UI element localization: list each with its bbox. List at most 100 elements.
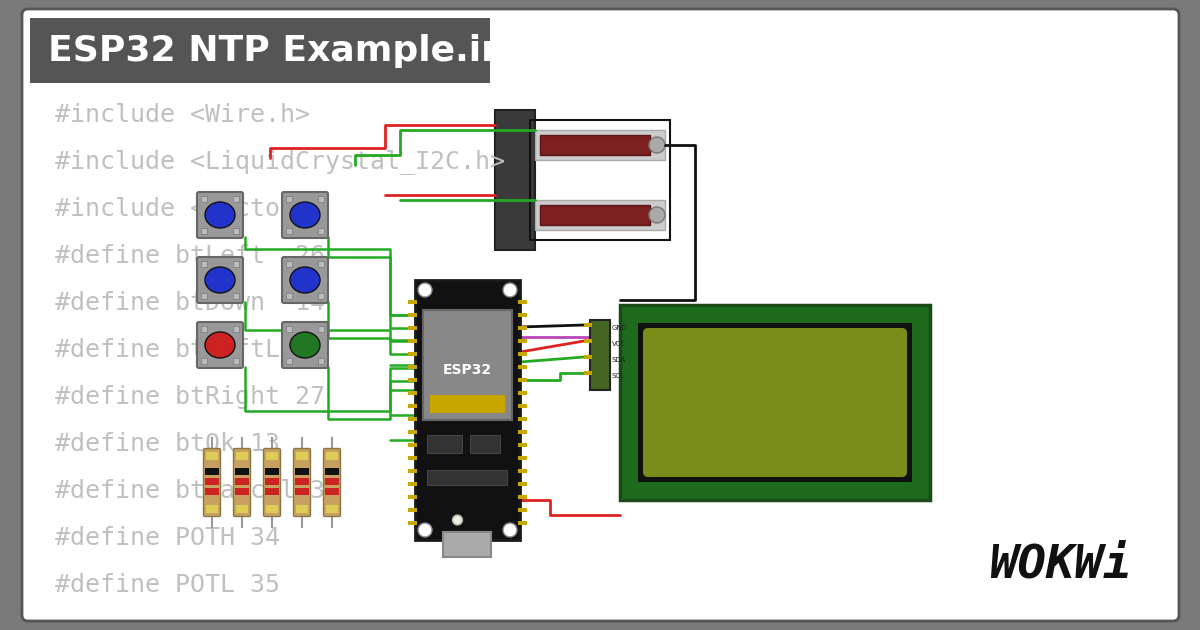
- Bar: [205, 478, 220, 485]
- Bar: [408, 443, 418, 447]
- Circle shape: [452, 515, 462, 525]
- Bar: [202, 293, 208, 299]
- Bar: [427, 435, 462, 453]
- Bar: [443, 532, 491, 557]
- FancyBboxPatch shape: [282, 192, 328, 238]
- Text: #define POTL 35: #define POTL 35: [55, 573, 280, 597]
- Bar: [325, 478, 340, 485]
- Bar: [266, 505, 278, 513]
- Text: VCC: VCC: [612, 341, 626, 347]
- Bar: [236, 452, 248, 460]
- Bar: [584, 371, 592, 375]
- Bar: [535, 200, 665, 230]
- Bar: [265, 488, 278, 495]
- Bar: [235, 488, 250, 495]
- Bar: [318, 261, 324, 267]
- Bar: [286, 196, 292, 202]
- Text: SDA: SDA: [612, 357, 626, 363]
- Bar: [30, 18, 490, 83]
- Circle shape: [649, 207, 665, 223]
- Bar: [205, 468, 220, 475]
- Bar: [408, 391, 418, 395]
- Bar: [408, 326, 418, 330]
- Text: #include <Wire.h>: #include <Wire.h>: [55, 103, 310, 127]
- Circle shape: [503, 523, 517, 537]
- Bar: [584, 355, 592, 359]
- Text: #define btLeft  26: #define btLeft 26: [55, 244, 325, 268]
- Circle shape: [418, 523, 432, 537]
- Bar: [325, 468, 340, 475]
- Text: ESP32: ESP32: [443, 363, 492, 377]
- Bar: [518, 391, 527, 395]
- Bar: [408, 404, 418, 408]
- Bar: [470, 435, 500, 453]
- Bar: [206, 452, 218, 460]
- FancyBboxPatch shape: [294, 449, 311, 517]
- Bar: [265, 468, 278, 475]
- Bar: [235, 468, 250, 475]
- Bar: [424, 310, 512, 420]
- Bar: [408, 313, 418, 317]
- Bar: [408, 456, 418, 460]
- Bar: [518, 443, 527, 447]
- Bar: [415, 280, 520, 540]
- Bar: [518, 508, 527, 512]
- Bar: [286, 293, 292, 299]
- Bar: [518, 326, 527, 330]
- FancyBboxPatch shape: [643, 328, 907, 477]
- Bar: [326, 452, 338, 460]
- FancyBboxPatch shape: [324, 449, 341, 517]
- Bar: [430, 395, 505, 413]
- Ellipse shape: [290, 267, 320, 293]
- Text: ESP32 NTP Example.ino: ESP32 NTP Example.ino: [48, 34, 532, 68]
- Bar: [518, 352, 527, 356]
- Bar: [202, 326, 208, 332]
- Text: #include <vector>: #include <vector>: [55, 197, 310, 221]
- Bar: [325, 488, 340, 495]
- Bar: [540, 205, 650, 225]
- Bar: [518, 417, 527, 421]
- Bar: [318, 358, 324, 364]
- Bar: [518, 482, 527, 486]
- FancyBboxPatch shape: [197, 322, 242, 368]
- Bar: [638, 323, 912, 482]
- Bar: [408, 430, 418, 434]
- Bar: [496, 110, 535, 250]
- Bar: [205, 488, 220, 495]
- Bar: [408, 339, 418, 343]
- FancyBboxPatch shape: [234, 449, 251, 517]
- Bar: [584, 323, 592, 327]
- Bar: [408, 495, 418, 499]
- Text: #define btDown  14: #define btDown 14: [55, 291, 325, 315]
- FancyBboxPatch shape: [204, 449, 221, 517]
- Ellipse shape: [290, 202, 320, 228]
- Bar: [202, 261, 208, 267]
- Bar: [318, 326, 324, 332]
- Bar: [518, 339, 527, 343]
- Bar: [530, 120, 670, 240]
- Text: #define btLeftL 14: #define btLeftL 14: [55, 338, 325, 362]
- Bar: [286, 261, 292, 267]
- Bar: [326, 505, 338, 513]
- Circle shape: [649, 137, 665, 153]
- Circle shape: [503, 283, 517, 297]
- Bar: [235, 478, 250, 485]
- Text: SCL: SCL: [612, 373, 625, 379]
- Ellipse shape: [290, 332, 320, 358]
- Bar: [408, 352, 418, 356]
- Circle shape: [418, 283, 432, 297]
- Bar: [266, 452, 278, 460]
- FancyBboxPatch shape: [282, 322, 328, 368]
- Bar: [408, 300, 418, 304]
- Bar: [236, 505, 248, 513]
- Bar: [518, 430, 527, 434]
- Bar: [518, 313, 527, 317]
- Bar: [233, 326, 239, 332]
- Text: GND: GND: [612, 325, 628, 331]
- Text: #define btOk 13: #define btOk 13: [55, 432, 280, 456]
- Bar: [620, 305, 930, 500]
- Bar: [408, 482, 418, 486]
- Text: #include <LiquidCrystal_I2C.h>: #include <LiquidCrystal_I2C.h>: [55, 149, 505, 175]
- Bar: [296, 505, 308, 513]
- Bar: [202, 228, 208, 234]
